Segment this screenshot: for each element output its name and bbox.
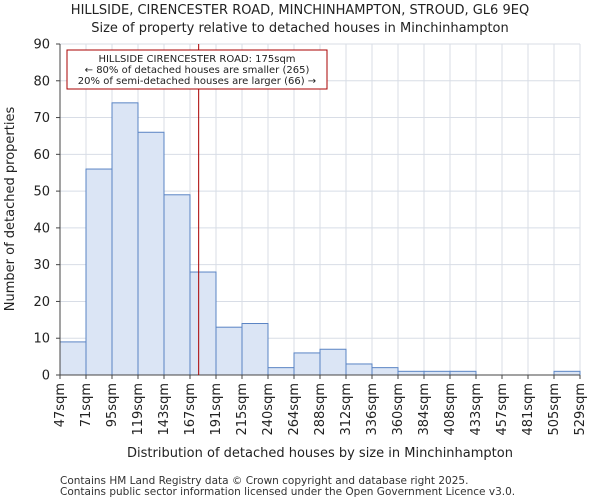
bar-15: [449, 370, 477, 376]
bar-3: [137, 131, 165, 376]
footer-line-1: Contains HM Land Registry data © Crown c…: [60, 475, 468, 487]
bar-8: [267, 367, 295, 376]
x-tick-label-17: 457sqm: [495, 383, 510, 436]
bar-9: [293, 352, 321, 376]
bar-6: [215, 326, 243, 376]
annotation-line-1: HILLSIDE CIRENCESTER ROAD: 175sqm: [98, 54, 295, 65]
x-tick-label-7: 215sqm: [235, 383, 250, 436]
annotation-box: HILLSIDE CIRENCESTER ROAD: 175sqm ← 80% …: [66, 49, 328, 90]
x-tick-label-6: 191sqm: [209, 383, 224, 436]
x-tick-label-3: 119sqm: [131, 383, 146, 436]
x-tick-label-16: 433sqm: [469, 383, 484, 436]
x-tick-label-20: 529sqm: [573, 383, 588, 436]
bar-4: [163, 194, 191, 376]
y-tick-label-6: 60: [33, 148, 50, 163]
bar-13: [397, 370, 425, 376]
y-tick-label-0: 0: [42, 369, 50, 384]
x-tick-label-11: 312sqm: [339, 383, 354, 436]
x-tick-label-12: 336sqm: [365, 383, 380, 436]
x-tick-label-13: 360sqm: [391, 383, 406, 436]
y-axis-label: Number of detached properties: [3, 107, 18, 312]
annotation-line-2: ← 80% of detached houses are smaller (26…: [85, 65, 310, 76]
x-tick-label-19: 505sqm: [547, 383, 562, 436]
annotation-frame: [66, 49, 328, 90]
x-tick-label-2: 95sqm: [105, 383, 120, 427]
bar-0: [59, 341, 87, 376]
x-axis-label: Distribution of detached houses by size …: [127, 446, 513, 461]
footer-line-2: Contains public sector information licen…: [60, 486, 515, 498]
x-tick-label-8: 240sqm: [261, 383, 276, 436]
x-tick-label-15: 408sqm: [443, 383, 458, 436]
y-tick-label-9: 90: [33, 38, 50, 53]
x-tick-labels: 47sqm 71sqm 95sqm 119sqm 143sqm 167sqm 191sqm 2…: [53, 375, 588, 436]
y-tick-label-3: 30: [33, 258, 50, 273]
bar-12: [371, 367, 399, 376]
bars: [59, 102, 581, 376]
x-tick-label-10: 288sqm: [313, 383, 328, 436]
chart-subtitle: Size of property relative to detached ho…: [91, 21, 509, 36]
y-tick-label-4: 40: [33, 221, 50, 236]
y-tick-labels: 0 10 20 30 40 50 60 70 80 90: [33, 38, 60, 384]
y-tick-label-1: 10: [33, 332, 50, 347]
bar-5: [189, 271, 217, 376]
x-tick-label-4: 143sqm: [157, 383, 172, 436]
x-tick-label-0: 47sqm: [53, 383, 68, 427]
bar-10: [319, 348, 347, 376]
y-tick-label-5: 50: [33, 185, 50, 200]
bar-19: [553, 370, 581, 376]
annotation-line-3: 20% of semi-detached houses are larger (…: [78, 76, 316, 87]
x-tick-label-14: 384sqm: [417, 383, 432, 436]
chart-title: HILLSIDE, CIRENCESTER ROAD, MINCHINHAMPT…: [71, 3, 529, 18]
x-tick-label-9: 264sqm: [287, 383, 302, 436]
bar-7: [241, 323, 269, 376]
y-tick-label-7: 70: [33, 111, 50, 126]
x-tick-label-1: 71sqm: [79, 383, 94, 427]
y-tick-label-8: 80: [33, 74, 50, 89]
bar-1: [85, 168, 113, 376]
x-tick-label-5: 167sqm: [183, 383, 198, 436]
bar-11: [345, 363, 373, 376]
bar-2: [111, 102, 139, 376]
bar-14: [423, 370, 451, 376]
y-tick-label-2: 20: [33, 295, 50, 310]
x-tick-label-18: 481sqm: [521, 383, 536, 436]
